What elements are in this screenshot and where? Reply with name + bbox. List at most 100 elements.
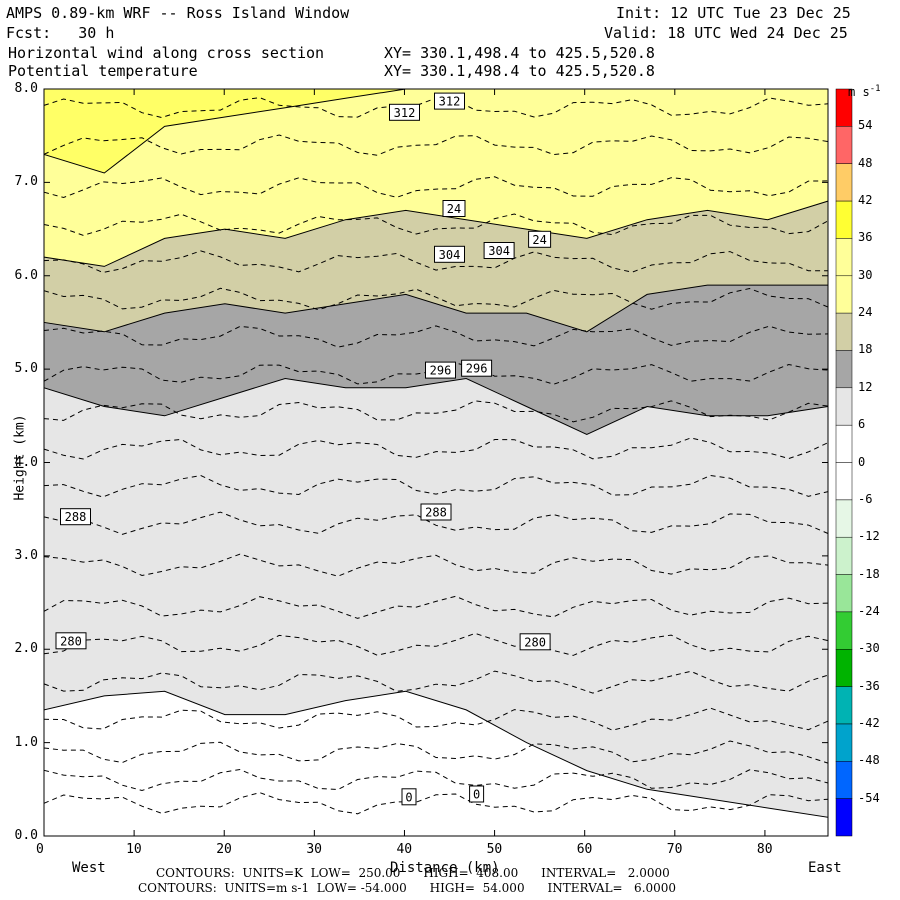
- forecast-hour: Fcst: 30 h: [6, 24, 115, 42]
- colorbar-tick-label: -54: [858, 790, 880, 805]
- y-tick-label: 1.0: [14, 734, 38, 750]
- theta-contour: [43, 595, 829, 619]
- theta-contour: [43, 553, 829, 577]
- x-end-west: West: [72, 860, 106, 876]
- colorbar-tick-label: 36: [858, 230, 873, 245]
- theta-contour: [43, 474, 829, 498]
- colorbar-tick-label: 0: [858, 454, 866, 469]
- colorbar-tick-label: 54: [858, 118, 873, 133]
- init-time: Init: 12 UTC Tue 23 Dec 25: [616, 4, 851, 22]
- theta-contour: [43, 707, 829, 731]
- contour-label: 304: [488, 244, 510, 258]
- contour-label: 304: [439, 248, 461, 262]
- contour-label: 296: [430, 364, 452, 378]
- theta-contour: [43, 213, 829, 236]
- theta-contour: [43, 134, 829, 156]
- contour-label: 280: [524, 635, 546, 649]
- theta-contour: [43, 792, 829, 815]
- colorbar-swatch: [835, 611, 853, 650]
- contour-label-box: [461, 359, 493, 377]
- theta-contour: [43, 437, 829, 460]
- y-tick-label: 0.0: [14, 828, 38, 843]
- x-tick-label: 40: [396, 842, 413, 857]
- contour-label: 24: [532, 233, 546, 247]
- colorbar-swatch: [835, 238, 853, 277]
- contour-label: 288: [425, 506, 447, 520]
- theta-contour: [43, 768, 829, 792]
- contour-label-box: [401, 788, 417, 806]
- colorbar-tick-label: 12: [858, 379, 873, 394]
- colorbar-swatch: [835, 499, 853, 538]
- theta-contour: [43, 400, 829, 423]
- colorbar-tick-label: 30: [858, 267, 873, 282]
- contour-label-box: [519, 633, 551, 651]
- x-tick-label: 70: [666, 842, 683, 857]
- colorbar-swatch: [835, 200, 853, 239]
- colorbar-tick-label: -24: [858, 603, 880, 618]
- contour-label-box: [425, 361, 456, 379]
- y-tick-label: 2.0: [14, 641, 38, 657]
- colorbar-tick-label: -6: [858, 491, 873, 506]
- field2-label: Potential temperature: [8, 62, 198, 80]
- colorbar-tick-label: 18: [858, 342, 873, 357]
- colorbar-swatch: [835, 275, 853, 314]
- colorbar-tick-label: -48: [858, 753, 880, 768]
- colorbar-swatch: [835, 126, 853, 164]
- contour-label-box: [483, 242, 515, 259]
- colorbar-swatch: [835, 462, 853, 501]
- colorbar-tick-label: -36: [858, 678, 880, 693]
- x-tick-label: 80: [756, 842, 773, 857]
- theta-contour: [43, 740, 829, 764]
- colorbar-swatch: [835, 723, 853, 762]
- y-tick-label: 7.0: [14, 174, 38, 190]
- theta-contour: [43, 632, 829, 656]
- colorbar-tick-label: 6: [858, 417, 866, 432]
- contour-label: 288: [65, 510, 87, 524]
- y-tick-label: 6.0: [14, 267, 38, 283]
- y-tick-label: 4.0: [14, 454, 38, 470]
- colorbar-swatch: [835, 350, 853, 389]
- colorbar-swatch: [835, 798, 853, 837]
- theta-contour: [43, 670, 829, 694]
- x-tick-label: 20: [216, 842, 232, 857]
- footer-theta-contours: CONTOURS: UNITS=K LOW= 250.00 HIGH= 408.…: [156, 866, 670, 880]
- colorbar-tick-label: -18: [858, 566, 880, 581]
- chart-title: AMPS 0.89-km WRF -- Ross Island Window: [6, 4, 350, 22]
- colorbar-swatch: [835, 387, 853, 426]
- x-axis-label: Distance (km): [390, 860, 500, 876]
- colorbar-tick-label: 24: [858, 305, 873, 320]
- contour-label-box: [469, 785, 485, 803]
- x-tick-label: 0: [36, 842, 44, 857]
- contour-label-box: [434, 92, 465, 110]
- colorbar-tick-label: 48: [858, 155, 873, 170]
- contour-label: 0: [473, 788, 480, 802]
- wind-band--6: [43, 690, 829, 837]
- field2-coords: XY= 330.1,498.4 to 425.5,520.8: [384, 62, 655, 80]
- contour-label-box: [528, 230, 552, 248]
- y-tick-label: 8.0: [14, 81, 38, 96]
- contour-label-box: [434, 245, 465, 263]
- contour-label-box: [55, 632, 87, 650]
- colorbar-units: m s-1: [848, 84, 881, 99]
- contour-label-box: [389, 103, 420, 121]
- theta-contour: [43, 325, 829, 348]
- contour-label: 312: [394, 106, 416, 120]
- colorbar-swatch: [835, 536, 853, 575]
- x-tick-label: 10: [126, 842, 142, 857]
- colorbar-swatch: [835, 574, 853, 613]
- contour-label-box: [420, 503, 452, 521]
- field1-coords: XY= 330.1,498.4 to 425.5,520.8: [384, 44, 655, 62]
- contour-label-box: [442, 200, 466, 217]
- footer-wind-contours: CONTOURS: UNITS=m s-1 LOW= -54.000 HIGH=…: [138, 881, 677, 895]
- x-tick-label: 50: [486, 842, 503, 857]
- y-tick-label: 5.0: [14, 361, 38, 377]
- contour-label: 24: [447, 202, 461, 216]
- colorbar-swatch: [835, 424, 853, 463]
- colorbar-tick-label: -42: [858, 715, 880, 730]
- valid-time: Valid: 18 UTC Wed 24 Dec 25: [604, 24, 848, 42]
- theta-contour: [43, 511, 829, 535]
- field1-label: Horizontal wind along cross section: [8, 44, 325, 62]
- x-end-east: East: [808, 860, 842, 876]
